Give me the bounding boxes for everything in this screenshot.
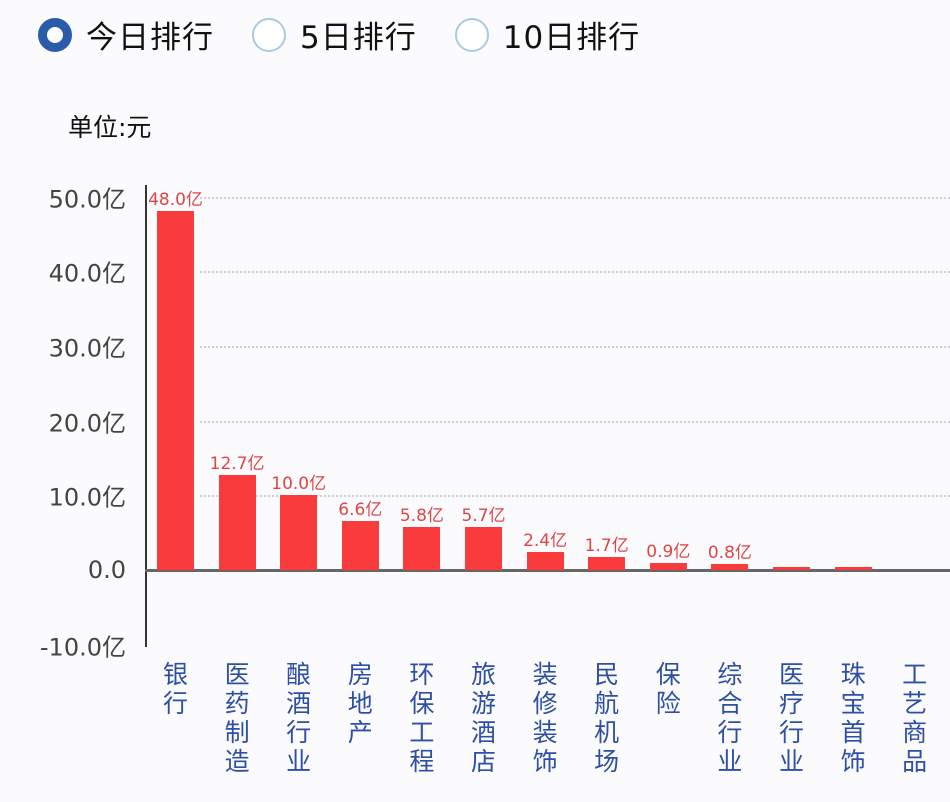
y-tick-label: 0.0: [87, 556, 126, 584]
x-category-label: 银行: [162, 660, 188, 718]
bar[interactable]: [711, 564, 749, 570]
x-category-label: 旅游酒店: [470, 660, 496, 776]
bar[interactable]: [465, 527, 502, 570]
bar[interactable]: [157, 211, 194, 570]
y-tick-label: 30.0亿: [48, 334, 126, 363]
x-axis-baseline: [145, 569, 950, 572]
y-axis-line: [145, 185, 147, 647]
bar-value-label: 2.4亿: [523, 531, 568, 552]
radio-label: 10日排行: [502, 20, 641, 56]
x-category-label: 医药制造: [224, 660, 250, 776]
x-category-label: 环保工程: [409, 660, 435, 776]
bar[interactable]: [773, 567, 810, 570]
x-category-label: 酿酒行业: [286, 660, 312, 776]
bar[interactable]: [218, 475, 256, 570]
gridline: [200, 420, 950, 423]
bar[interactable]: [341, 520, 379, 570]
x-category-label: 保险: [655, 660, 681, 718]
bar[interactable]: [834, 567, 872, 570]
radio-circle-icon[interactable]: [252, 17, 286, 52]
y-tick-label: 20.0亿: [48, 409, 126, 438]
radio-circle-icon[interactable]: [38, 17, 72, 52]
bar-value-label: 0.8亿: [707, 543, 752, 564]
bar[interactable]: [403, 526, 441, 570]
radio-5day-ranking[interactable]: 5日排行: [252, 12, 417, 57]
x-category-label: 工艺商品: [902, 660, 928, 776]
bar-value-label: 5.7亿: [461, 506, 506, 527]
y-tick-label: 10.0亿: [48, 483, 126, 512]
ranking-period-radio-group: 今日排行 5日排行 10日排行: [38, 12, 678, 57]
gridline: [200, 271, 950, 274]
y-tick-label: 40.0亿: [48, 259, 126, 288]
gridline: [200, 196, 950, 199]
bar-value-label: 1.7亿: [584, 536, 629, 557]
bar-value-label: 10.0亿: [271, 474, 327, 495]
y-tick-label: 50.0亿: [48, 185, 126, 213]
radio-today-ranking[interactable]: 今日排行: [38, 12, 214, 57]
bar-value-label: 6.6亿: [338, 499, 383, 520]
x-category-label: 综合行业: [717, 660, 743, 776]
bar[interactable]: [588, 557, 626, 570]
y-tick-label: -10.0亿: [39, 633, 126, 662]
bar-value-label: 5.8亿: [399, 505, 444, 526]
bar[interactable]: [280, 495, 318, 570]
x-category-label: 装修装饰: [532, 660, 558, 776]
bar[interactable]: [526, 552, 564, 570]
x-category-label: 医疗行业: [778, 660, 804, 776]
x-category-label: 珠宝首饰: [840, 660, 866, 776]
x-category-label: 房地产: [347, 660, 373, 747]
radio-circle-icon[interactable]: [454, 17, 489, 52]
bar-value-label: 48.0亿: [148, 190, 203, 211]
gridline: [200, 345, 950, 348]
bar-value-label: 12.7亿: [209, 454, 265, 475]
radio-10day-ranking[interactable]: 10日排行: [454, 12, 641, 57]
radio-label: 今日排行: [86, 20, 214, 56]
bar-value-label: 0.9亿: [646, 542, 691, 563]
gridline: [200, 495, 950, 498]
x-category-label: 民航机场: [594, 660, 620, 776]
bar[interactable]: [649, 563, 687, 570]
unit-label: 单位:元: [68, 113, 152, 142]
radio-label: 5日排行: [300, 20, 417, 56]
